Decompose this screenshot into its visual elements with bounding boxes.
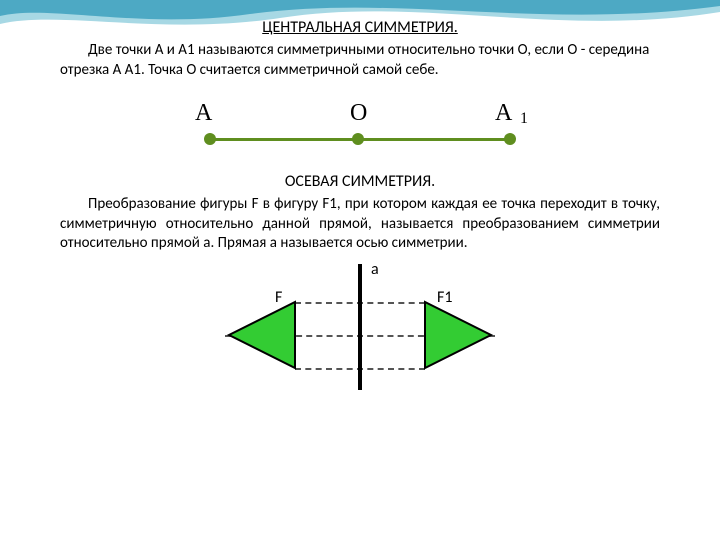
point-a1-dot <box>504 133 516 145</box>
section2-text: Преобразование фигуры F в фигуру F1, при… <box>60 195 660 254</box>
triangle-left <box>229 302 295 368</box>
section2-title: ОСЕВАЯ СИММЕТРИЯ. <box>60 172 660 191</box>
point-a-label: A <box>195 100 212 127</box>
point-a1-subscript: 1 <box>520 110 528 128</box>
section1-text: Две точки А и А1 называются симметричным… <box>60 41 660 80</box>
point-o-label: O <box>350 100 367 127</box>
triangle-right <box>425 302 491 368</box>
symmetry-axis <box>358 264 362 390</box>
point-a-dot <box>204 133 216 145</box>
slide-content: ЦЕНТРАЛЬНАЯ СИММЕТРИЯ. Две точки А и А1 … <box>0 0 720 392</box>
section1-title: ЦЕНТРАЛЬНАЯ СИММЕТРИЯ. <box>60 18 660 37</box>
point-o-dot <box>352 133 364 145</box>
figure-central-symmetry: A O A 1 <box>180 88 540 158</box>
figure-axial-symmetry: a F F1 <box>215 262 505 392</box>
point-a1-label: A <box>495 100 512 127</box>
